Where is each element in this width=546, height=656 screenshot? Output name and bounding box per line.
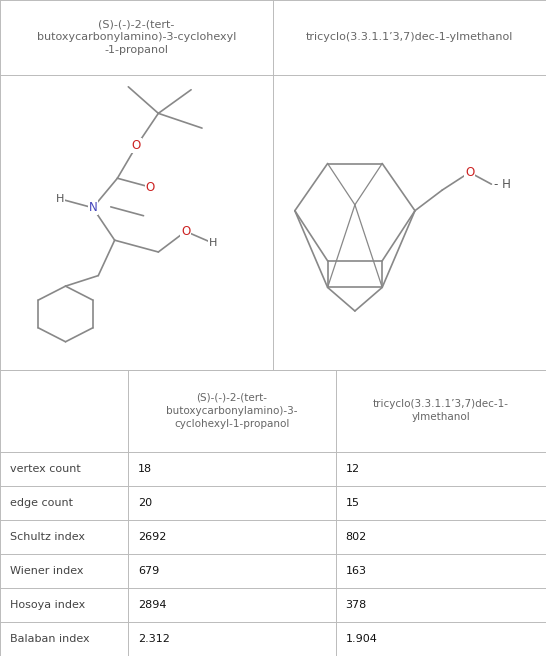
Text: tricyclo(3.3.1.1’3,7)dec-1-
ylmethanol: tricyclo(3.3.1.1’3,7)dec-1- ylmethanol xyxy=(373,400,509,422)
Text: edge count: edge count xyxy=(10,498,73,508)
Text: tricyclo(3.3.1.1’3,7)dec-1-ylmethanol: tricyclo(3.3.1.1’3,7)dec-1-ylmethanol xyxy=(306,33,513,43)
Text: 163: 163 xyxy=(346,565,366,576)
Text: vertex count: vertex count xyxy=(10,464,81,474)
Text: Schultz index: Schultz index xyxy=(10,532,85,542)
Text: - H: - H xyxy=(494,178,511,191)
Text: Wiener index: Wiener index xyxy=(10,565,84,576)
Text: (S)-(-)-2-(tert-
butoxycarbonylamino)-3-cyclohexyl
-1-propanol: (S)-(-)-2-(tert- butoxycarbonylamino)-3-… xyxy=(37,20,236,55)
Text: 2894: 2894 xyxy=(138,600,167,610)
Text: 802: 802 xyxy=(346,532,367,542)
Text: O: O xyxy=(465,166,474,179)
Text: Hosoya index: Hosoya index xyxy=(10,600,85,610)
Text: H: H xyxy=(209,238,217,248)
Text: Balaban index: Balaban index xyxy=(10,634,90,644)
Text: (S)-(-)-2-(tert-
butoxycarbonylamino)-3-
cyclohexyl-1-propanol: (S)-(-)-2-(tert- butoxycarbonylamino)-3-… xyxy=(167,393,298,428)
Text: 378: 378 xyxy=(346,600,367,610)
Text: H: H xyxy=(56,194,64,204)
Text: 18: 18 xyxy=(138,464,152,474)
Text: N: N xyxy=(88,201,97,215)
Text: 2.312: 2.312 xyxy=(138,634,170,644)
Text: O: O xyxy=(146,180,155,194)
Text: 12: 12 xyxy=(346,464,360,474)
Text: O: O xyxy=(181,225,190,238)
Text: 15: 15 xyxy=(346,498,360,508)
Text: O: O xyxy=(132,139,141,152)
Text: 679: 679 xyxy=(138,565,159,576)
Text: 20: 20 xyxy=(138,498,152,508)
Text: 2692: 2692 xyxy=(138,532,167,542)
Text: 1.904: 1.904 xyxy=(346,634,377,644)
